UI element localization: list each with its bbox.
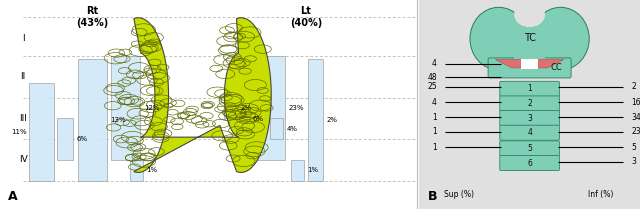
Text: 1: 1 (432, 127, 437, 136)
Text: 34: 34 (631, 112, 640, 122)
Text: 4%: 4% (286, 126, 298, 131)
Bar (130, 160, 143, 181)
Polygon shape (495, 60, 530, 68)
Text: B: B (428, 190, 438, 203)
FancyBboxPatch shape (500, 96, 559, 111)
Bar (252, 56, 285, 160)
Bar (56, 118, 74, 160)
Text: I: I (22, 34, 24, 43)
Bar (237, 98, 250, 139)
Text: 12%: 12% (144, 105, 159, 111)
Text: IV: IV (19, 155, 28, 164)
Bar (514, 27, 545, 69)
Text: 2: 2 (527, 99, 532, 108)
Bar (270, 118, 283, 139)
FancyBboxPatch shape (500, 155, 559, 171)
FancyBboxPatch shape (488, 58, 571, 78)
Text: 25: 25 (428, 82, 437, 91)
Text: 2: 2 (631, 82, 636, 91)
Text: Rt
(43%): Rt (43%) (76, 6, 108, 28)
Text: Inf (%): Inf (%) (588, 190, 613, 199)
Text: 3: 3 (631, 157, 636, 167)
Text: 2%: 2% (240, 105, 252, 111)
Text: 23: 23 (631, 127, 640, 136)
Ellipse shape (514, 2, 545, 27)
Text: 4: 4 (527, 128, 532, 137)
Text: 4: 4 (432, 59, 437, 68)
Text: 11%: 11% (12, 129, 28, 135)
Text: 6%: 6% (253, 116, 264, 122)
Text: 4: 4 (432, 98, 437, 107)
Text: 1%: 1% (146, 167, 157, 173)
Text: 1: 1 (527, 84, 532, 93)
Ellipse shape (532, 7, 589, 70)
Text: CC: CC (550, 63, 562, 73)
Bar (224, 97, 237, 118)
Text: 2%: 2% (326, 117, 337, 123)
Bar (308, 59, 323, 181)
Text: 1%: 1% (307, 167, 318, 173)
Text: 13%: 13% (110, 117, 126, 123)
Polygon shape (530, 60, 564, 68)
Bar (521, 59, 538, 69)
Text: III: III (19, 113, 27, 123)
Ellipse shape (470, 7, 527, 70)
Text: TC: TC (524, 33, 536, 43)
Polygon shape (134, 18, 271, 172)
Text: 1: 1 (432, 112, 437, 122)
Bar (29, 83, 54, 181)
Bar (77, 59, 107, 181)
FancyBboxPatch shape (500, 125, 559, 140)
Text: II: II (20, 72, 26, 81)
FancyBboxPatch shape (500, 111, 559, 126)
Text: 6%: 6% (77, 136, 88, 142)
Text: 23%: 23% (289, 105, 304, 111)
Bar (111, 56, 140, 160)
Text: 5: 5 (527, 144, 532, 153)
Text: A: A (8, 190, 18, 203)
Text: 3: 3 (527, 113, 532, 123)
Bar (291, 160, 304, 181)
Text: 5: 5 (631, 143, 636, 152)
Text: 1: 1 (432, 143, 437, 152)
Text: Lt
(40%): Lt (40%) (290, 6, 322, 28)
FancyBboxPatch shape (500, 81, 559, 96)
Text: 6: 6 (527, 158, 532, 168)
Text: Sup (%): Sup (%) (444, 190, 474, 199)
FancyBboxPatch shape (500, 141, 559, 156)
Text: 16: 16 (631, 98, 640, 107)
Text: 48: 48 (428, 73, 437, 82)
